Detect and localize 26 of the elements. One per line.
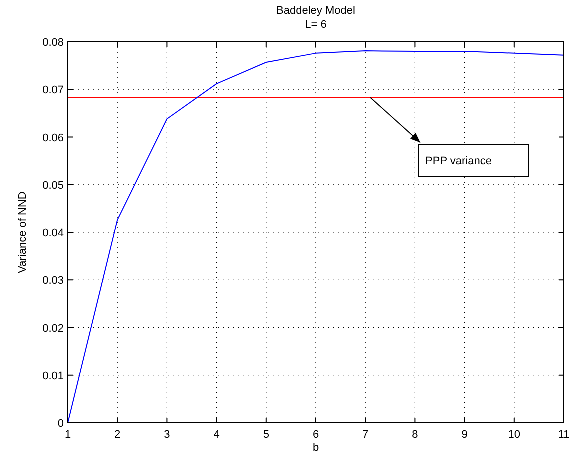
x-axis-title: b — [312, 442, 320, 454]
x-tick-label: 9 — [462, 429, 468, 441]
x-tick-label: 10 — [508, 429, 521, 441]
y-tick-label: 0.01 — [42, 370, 64, 382]
x-tick-label: 2 — [114, 429, 121, 441]
y-axis-title: Variance of NND — [17, 192, 29, 274]
y-tick-label: 0.07 — [42, 84, 64, 97]
y-tick-label: 0.03 — [42, 275, 64, 288]
y-tick-label: 0.04 — [42, 228, 64, 240]
x-tick-label: 8 — [412, 429, 418, 441]
x-tick-label: 7 — [362, 429, 369, 441]
y-tick-label: 0.08 — [42, 37, 64, 49]
y-tick-label: 0 — [58, 418, 64, 430]
x-tick-label: 4 — [214, 429, 220, 441]
y-tick-label: 0.05 — [42, 180, 64, 192]
x-tick-label: 5 — [263, 429, 270, 441]
x-tick-label: 3 — [164, 429, 170, 441]
chart-subtitle: L= 6 — [305, 19, 327, 31]
x-tick-label: 1 — [64, 429, 72, 441]
line-series — [68, 50, 564, 424]
chart-title: Baddeley Model — [276, 5, 356, 17]
x-tick-label: 11 — [558, 429, 570, 441]
y-tick-label: 0.06 — [42, 132, 64, 144]
annotation: PPP variance — [426, 156, 492, 168]
y-tick-label: 0.02 — [42, 322, 64, 335]
x-tick-label: 6 — [312, 429, 320, 441]
